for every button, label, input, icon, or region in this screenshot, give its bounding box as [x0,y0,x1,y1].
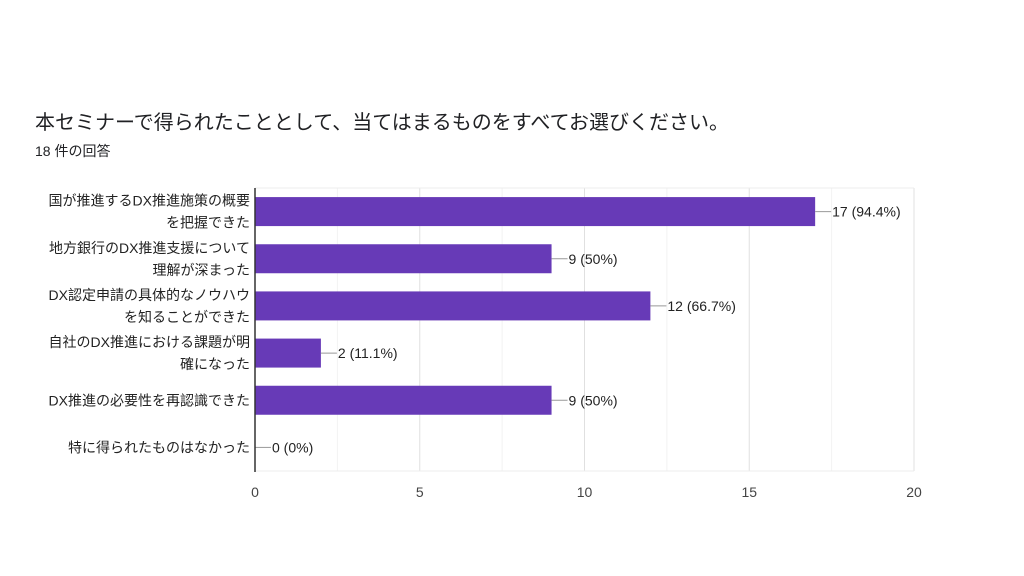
category-label: DX推進の必要性を再認識できた [49,392,250,408]
category-label: 特に得られたものはなかった [68,439,250,455]
x-tick-label: 10 [577,484,593,500]
category-label: 確になった [180,356,250,372]
data-label: 9 (50%) [569,251,618,267]
x-tick-label: 0 [251,484,259,500]
category-label: 地方銀行のDX推進支援について [49,240,250,256]
category-label: DX認定申請の具体的なノウハウ [49,287,250,303]
x-tick-label: 5 [416,484,424,500]
bar [255,338,321,368]
category-label: を知ることができた [124,309,250,325]
x-tick-label: 20 [906,484,922,500]
category-label: 理解が深まった [153,262,250,278]
bar [255,291,651,321]
bar [255,244,552,274]
x-tick-label: 15 [741,484,757,500]
data-label: 9 (50%) [569,392,618,408]
category-label: 国が推進するDX推進施策の概要 [49,193,250,209]
data-label: 2 (11.1%) [338,345,398,361]
category-label: 自社のDX推進における課題が明 [49,334,250,350]
bar [255,385,552,415]
data-label: 0 (0%) [272,439,313,455]
bar [255,197,816,227]
response-count: 18 件の回答 [35,143,111,159]
chart-title: 本セミナーで得られたこととして、当てはまるものをすべてお選びください。 [35,112,729,134]
category-label: を把握できた [166,215,250,231]
data-label: 17 (94.4%) [832,204,900,220]
data-label: 12 (66.7%) [667,298,735,314]
